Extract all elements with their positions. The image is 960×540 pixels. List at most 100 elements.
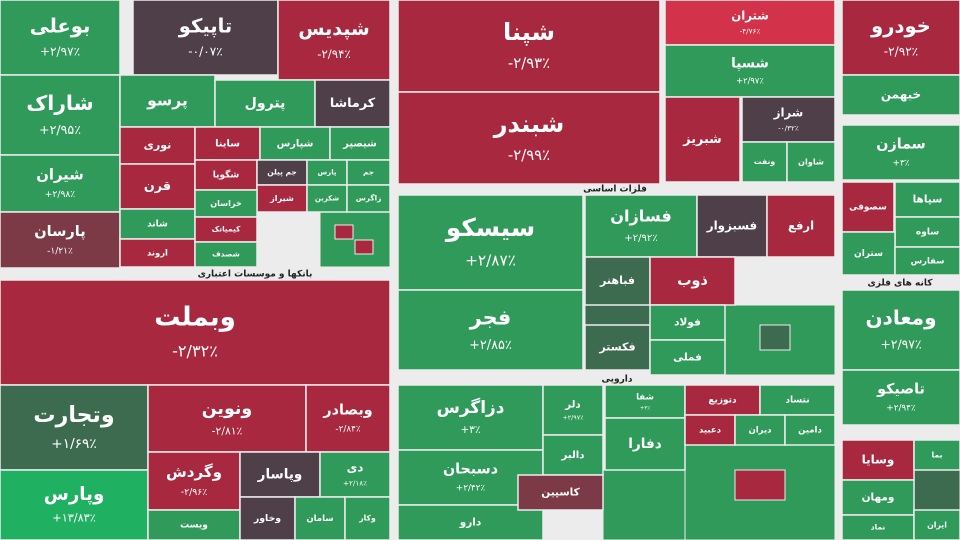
tile-box	[0, 154, 121, 213]
tile-label: ساوه	[916, 228, 939, 238]
tile-label: وپارس	[44, 484, 105, 505]
tile-box	[314, 79, 391, 128]
tile: وپارس +۱۳/۸۳٪	[0, 469, 149, 540]
tile-change: +۲/۴۲٪	[456, 484, 486, 494]
tile-change: -۲/۸۴٪	[335, 425, 360, 435]
tile: ارفع	[766, 194, 836, 258]
tile-label: دعبید	[699, 426, 722, 436]
tile-box	[259, 126, 331, 161]
sector-header: کانه های فلزی	[868, 279, 934, 289]
tile-label: وکار	[358, 514, 376, 523]
tile-change: -۲/۹۲٪	[884, 45, 918, 59]
tile-box	[766, 194, 836, 258]
tile-change: +۲/۹۴٪	[886, 404, 916, 414]
tile-box	[784, 414, 836, 446]
tile-label: وسایا	[862, 453, 895, 468]
tile: دامین	[784, 414, 836, 446]
tile: پارسان -۱/۲۱٪	[0, 211, 121, 269]
tile-box	[604, 384, 686, 419]
tile-box	[194, 126, 261, 161]
tile-change: +۲/۹۷٪	[40, 45, 80, 59]
tile-box	[741, 96, 836, 143]
tile: کیمیاتک	[194, 216, 258, 243]
tile: سامان	[294, 496, 346, 540]
tile: سپاها	[894, 181, 960, 218]
tile-box	[649, 256, 736, 306]
tile: ستران	[841, 231, 896, 276]
tile-box	[841, 369, 960, 426]
tile: شسپا +۲/۹۷٪	[664, 44, 836, 98]
tile: سصوفی	[841, 181, 895, 233]
tile-change: +۳٪	[893, 159, 910, 169]
tile-box	[664, 96, 741, 183]
tile-label: کیمیاتک	[212, 225, 241, 234]
tile: وپاسار	[239, 451, 321, 498]
tile-label: سفارس	[911, 256, 945, 267]
tile: فجر +۲/۸۵٪	[397, 289, 584, 371]
tile-box	[759, 384, 836, 416]
tile-box	[0, 211, 121, 269]
tile-box	[397, 289, 584, 371]
tile-change: +۳٪	[460, 424, 480, 436]
tile-label: شپنا	[503, 18, 555, 46]
tile: نتساد	[759, 384, 836, 416]
sector-headers: بانکها و موسسات اعتباری فلزات اساسی دارویی…	[198, 185, 934, 385]
tile-box	[0, 469, 149, 540]
tile: شراز -۰/۳۲٪	[741, 96, 836, 143]
tile-box	[306, 184, 348, 213]
tile: ویست	[147, 509, 241, 540]
tile-label: سصوفی	[849, 203, 887, 213]
tile-label: تاپیکو	[178, 14, 233, 37]
tile: نوری	[119, 126, 196, 165]
tile-box	[584, 256, 651, 306]
tile-label: ستران	[854, 249, 883, 259]
tile-label: شپارس	[277, 139, 314, 150]
tile-box	[786, 141, 836, 183]
tile: شاند	[119, 208, 196, 240]
tile-label: ونفت	[754, 157, 775, 166]
tile-label: شراز	[773, 106, 804, 121]
tile-label: جم	[363, 168, 374, 177]
tile-box	[0, 74, 121, 156]
tile-change: -۲/۹۴٪	[317, 47, 351, 61]
tile: ذوب	[649, 256, 736, 306]
tile-box	[741, 141, 788, 183]
tile-label: دلر	[564, 399, 580, 410]
tile-label: نماد	[871, 523, 886, 532]
tile-box	[841, 124, 960, 181]
tile: ساینا	[194, 126, 261, 161]
tile: دارو	[397, 504, 544, 540]
tile-label: جم پیلن	[267, 168, 297, 177]
tile: ومعادن +۲/۹۷٪	[841, 289, 960, 371]
tile-label: وخاور	[253, 513, 281, 524]
tile-label: پرسو	[146, 92, 188, 111]
tile-label: بوعلی	[30, 14, 91, 37]
tile-change: -۰/۳۲٪	[778, 123, 799, 132]
tile: فکستر	[584, 324, 651, 371]
tile-box	[147, 451, 241, 511]
tile-label: فباهنر	[599, 274, 635, 287]
tile-change: -۰/۰۷٪	[188, 45, 222, 59]
tile: سمازن +۳٪	[841, 124, 960, 181]
tile: وخاور	[239, 496, 296, 540]
tile-label: دتوزیع	[708, 396, 737, 406]
tile-label: ساینا	[215, 139, 240, 150]
tile-label: سامان	[306, 514, 333, 524]
tile-label: پارس	[318, 169, 337, 177]
tile-box	[329, 126, 391, 161]
tile: فولاد	[649, 304, 726, 341]
tile-label: شصدف	[212, 250, 240, 259]
tile: سیسکو +۲/۸۷٪	[397, 194, 584, 291]
tile: وسایا	[841, 439, 915, 481]
tile: دیران	[734, 414, 786, 446]
sector-header: بانکها و موسسات اعتباری	[198, 270, 313, 280]
tile: تاپیکو -۰/۰۷٪	[132, 0, 279, 76]
tile-box	[913, 439, 960, 471]
tile: فسبزوار	[696, 194, 768, 258]
tile-box	[584, 194, 698, 258]
tile-box	[542, 434, 604, 476]
tile-box	[214, 79, 316, 128]
tile-label: دالبر	[560, 450, 584, 461]
tile-change: +۱۳/۸۳٪	[52, 512, 96, 525]
